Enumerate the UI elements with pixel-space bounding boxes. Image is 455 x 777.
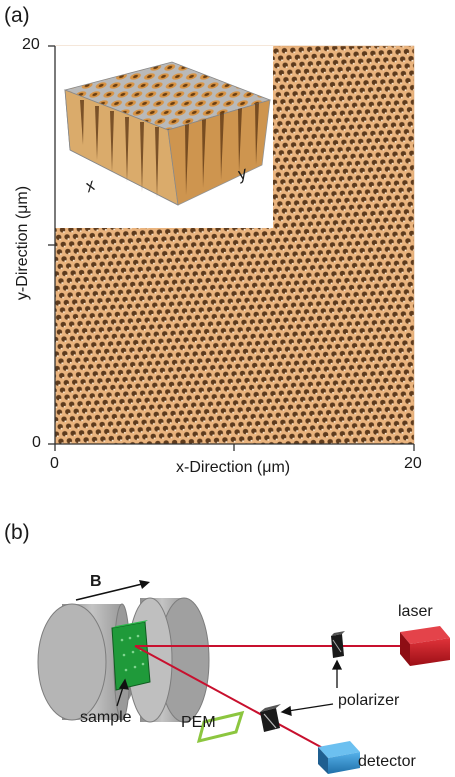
polarizer-label: polarizer xyxy=(338,692,400,709)
panel-a-label: (a) xyxy=(4,4,30,27)
polarizer-pointer-lower xyxy=(287,703,334,712)
field-arrow xyxy=(75,580,150,601)
pem-element xyxy=(196,710,245,744)
laser-box xyxy=(400,626,450,666)
pem-label: PEM xyxy=(181,714,216,731)
detector-box xyxy=(318,741,360,774)
detector-label: detector xyxy=(358,753,416,770)
inset-3d-surface xyxy=(55,46,273,228)
setup-diagram xyxy=(37,580,450,774)
axes xyxy=(48,45,415,451)
sample-pointer-head xyxy=(118,678,129,690)
polarizer-pointer-upper-head xyxy=(331,659,343,670)
x-tick-left: 0 xyxy=(50,455,59,472)
x-tick-right: 20 xyxy=(404,455,422,472)
y-tick-top: 20 xyxy=(22,36,40,53)
y-tick-bottom: 0 xyxy=(32,434,41,451)
polarizer-lower xyxy=(260,704,281,732)
polarizer-pointer-lower-head xyxy=(280,705,292,716)
y-axis-title: y-Direction (μm) xyxy=(14,185,31,301)
field-label: B xyxy=(90,573,102,590)
x-axis-title: x-Direction (μm) xyxy=(176,459,291,476)
sample-label: sample xyxy=(80,709,132,726)
laser-label: laser xyxy=(398,603,433,620)
sample-block xyxy=(111,620,151,691)
polarizer-upper xyxy=(331,631,345,658)
panel-b-label: (b) xyxy=(4,521,30,544)
